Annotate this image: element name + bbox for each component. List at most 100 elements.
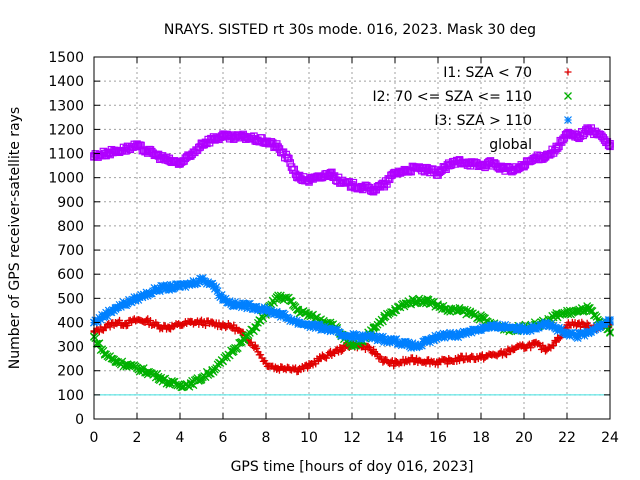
legend-label: I2: 70 <= SZA <= 110 — [372, 89, 532, 105]
y-tick-label: 1300 — [48, 98, 84, 114]
trace-mark — [430, 336, 438, 345]
trace-mark — [160, 321, 168, 329]
trace-mark — [124, 321, 132, 329]
trace-mark — [102, 324, 110, 332]
trace-mark — [304, 364, 312, 372]
trace-mark — [286, 159, 294, 167]
legend: I1: SZA < 70 I2: 70 <= SZA <= 110 I3: SZA … — [372, 65, 572, 153]
trace-mark — [331, 350, 339, 358]
data-layer — [90, 124, 614, 392]
legend-label: I1: SZA < 70 — [443, 65, 532, 81]
trace-mark — [138, 293, 147, 302]
x-tick-label: 8 — [262, 430, 271, 446]
grid-layer — [94, 57, 610, 419]
trace-mark — [116, 316, 124, 324]
trace-mark — [141, 292, 149, 301]
trace-mark — [501, 350, 509, 358]
trace-mark — [225, 297, 234, 305]
trace-mark — [251, 341, 259, 349]
x-tick-label: 12 — [343, 430, 361, 446]
series-trace-square — [90, 124, 614, 196]
y-tick-label: 1400 — [48, 74, 84, 90]
y-axis-label: Number of GPS receiver-satellite rays — [7, 107, 23, 369]
trace-mark — [213, 287, 222, 295]
trace-mark — [275, 310, 284, 319]
trace-mark — [116, 303, 125, 311]
trace-mark — [368, 334, 377, 343]
trace-mark — [438, 332, 446, 341]
trace-mark — [426, 338, 434, 347]
trace-mark — [392, 335, 401, 343]
trace-mark — [446, 328, 455, 337]
trace-mark — [431, 331, 440, 340]
trace-mark — [94, 317, 102, 326]
trace-mark — [545, 322, 554, 331]
trace-mark — [358, 330, 367, 339]
y-tick-label: 700 — [57, 243, 84, 259]
trace-mark — [592, 322, 601, 331]
trace-mark — [229, 302, 238, 311]
trace-mark — [514, 326, 523, 334]
trace-mark — [179, 321, 187, 329]
trace-mark — [217, 291, 226, 299]
trace-mark — [107, 308, 116, 317]
trace-mark — [147, 289, 156, 298]
trace-mark — [290, 165, 299, 174]
trace-mark — [591, 325, 600, 334]
trace-mark — [527, 344, 535, 352]
x-tick-label: 6 — [219, 430, 228, 446]
trace-mark — [553, 327, 562, 335]
trace-mark — [284, 314, 293, 323]
x-tick-label: 2 — [133, 430, 142, 446]
trace-mark — [401, 337, 410, 346]
trace-mark — [580, 331, 589, 340]
x-tick-label: 20 — [515, 430, 533, 446]
trace-mark — [255, 304, 264, 313]
trace-mark — [142, 288, 151, 297]
trace-mark — [257, 351, 265, 359]
x-tick-label: 24 — [601, 430, 619, 446]
trace-mark — [553, 144, 562, 152]
legend-label: global — [489, 137, 532, 153]
trace-mark — [252, 302, 261, 311]
trace-mark — [205, 369, 214, 378]
trace-mark — [146, 317, 154, 325]
trace-mark — [266, 309, 274, 318]
y-tick-label: 600 — [57, 267, 84, 283]
trace-mark — [456, 357, 463, 365]
trace-mark — [252, 323, 261, 332]
trace-mark — [253, 344, 261, 352]
trace-mark — [189, 381, 198, 390]
trace-mark — [441, 355, 449, 363]
trace-mark — [588, 307, 597, 316]
trace-mark — [447, 332, 456, 341]
trace-mark — [139, 364, 148, 373]
trace-mark — [434, 333, 442, 342]
trace-mark — [516, 322, 524, 331]
y-tick-label: 900 — [57, 195, 84, 211]
x-tick-label: 14 — [386, 430, 404, 446]
trace-mark — [444, 331, 453, 340]
trace-mark — [542, 347, 549, 355]
trace-mark — [194, 277, 203, 286]
trace-mark — [237, 303, 246, 312]
x-tick-label: 16 — [429, 430, 447, 446]
trace-mark — [209, 282, 218, 290]
trace-mark — [348, 334, 356, 343]
trace-mark — [166, 280, 175, 289]
trace-mark — [323, 326, 332, 335]
trace-mark — [407, 343, 416, 352]
trace-mark — [209, 367, 218, 376]
trace-mark — [364, 342, 372, 350]
trace-mark — [208, 279, 217, 288]
trace-mark — [503, 351, 511, 359]
trace-mark — [198, 273, 207, 282]
x-tick-label: 18 — [472, 430, 490, 446]
trace-mark — [321, 322, 330, 331]
series-square — [90, 124, 614, 196]
x-tick-label: 4 — [176, 430, 185, 446]
trace-mark — [243, 304, 252, 313]
x-tick-label: 0 — [90, 430, 99, 446]
trace-mark — [165, 285, 174, 294]
